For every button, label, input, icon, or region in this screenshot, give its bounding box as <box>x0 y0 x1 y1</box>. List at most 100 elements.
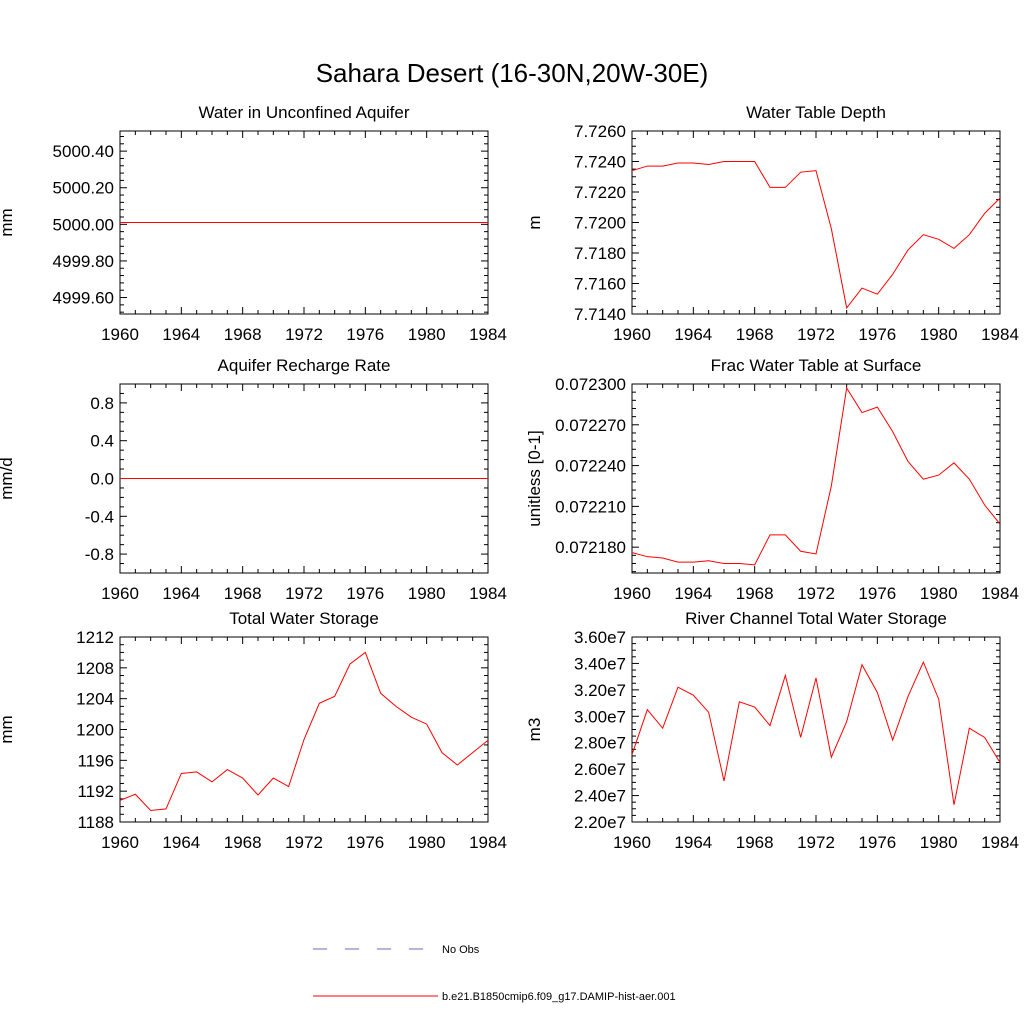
y-tick-label: 3.40e7 <box>574 654 626 673</box>
y-tick-label: 0.072270 <box>555 416 626 435</box>
x-tick-label: 1984 <box>981 584 1019 603</box>
x-tick-label: 1964 <box>162 584 200 603</box>
panel-6: River Channel Total Water Storage m3 1960 1… <box>525 609 1019 852</box>
x-tick-label: 1964 <box>674 325 712 344</box>
y-tick-label: 0.4 <box>90 432 114 451</box>
y-tick-label: 0.072240 <box>555 457 626 476</box>
y-tick-label: 1196 <box>77 751 114 770</box>
y-tick-label: 7.7140 <box>574 305 626 324</box>
y-tick-label: 7.7180 <box>574 244 626 263</box>
y-tick-label: 0.0 <box>90 470 114 489</box>
x-tick-label: 1980 <box>408 325 446 344</box>
x-tick-label: 1960 <box>101 584 139 603</box>
y-tick-label: 3.00e7 <box>574 707 626 726</box>
panel-1: Water in Unconfined Aquifer mm 1960 1964 196… <box>0 103 507 344</box>
panel-title: Aquifer Recharge Rate <box>218 356 391 375</box>
legend-model-label: b.e21.B1850cmip6.f09_g17.DAMIP-hist-aer.… <box>442 991 676 1003</box>
y-axis-label: m3 <box>525 718 544 742</box>
y-tick-label: 5000.20 <box>53 179 114 198</box>
y-tick-label: 2.40e7 <box>574 787 626 806</box>
y-axis-label: mm <box>0 715 16 743</box>
y-tick-label: 0.072180 <box>555 538 626 557</box>
figure-title: Sahara Desert (16-30N,20W-30E) <box>316 58 709 88</box>
panel-5: Total Water Storage mm 1960 1964 1968 1972 197… <box>0 609 507 852</box>
x-tick-label: 1972 <box>797 833 835 852</box>
x-tick-label: 1984 <box>469 584 507 603</box>
x-tick-label: 1960 <box>101 833 139 852</box>
x-tick-label: 1964 <box>162 833 200 852</box>
x-tick-label: 1984 <box>469 325 507 344</box>
y-tick-label: 7.7260 <box>574 122 626 141</box>
x-tick-label: 1972 <box>797 584 835 603</box>
x-tick-label: 1968 <box>736 325 774 344</box>
series-line <box>631 660 1001 805</box>
y-tick-label: 7.7220 <box>574 183 626 202</box>
x-tick-label: 1960 <box>101 325 139 344</box>
x-tick-label: 1976 <box>346 325 384 344</box>
y-tick-label: 1212 <box>76 628 114 647</box>
x-tick-label: 1980 <box>408 584 446 603</box>
y-tick-label: 0.8 <box>90 394 114 413</box>
y-tick-label: 1204 <box>76 690 114 709</box>
y-axis-label: mm/d <box>0 457 16 500</box>
y-tick-label: -0.4 <box>85 507 114 526</box>
x-tick-label: 1980 <box>920 833 958 852</box>
x-tick-label: 1972 <box>285 325 323 344</box>
y-tick-label: 3.60e7 <box>574 628 626 647</box>
panel-3: Aquifer Recharge Rate mm/d 1960 1964 1968 197… <box>0 356 507 603</box>
y-tick-label: 1200 <box>76 721 114 740</box>
x-tick-label: 1972 <box>797 325 835 344</box>
x-tick-label: 1968 <box>224 584 262 603</box>
y-tick-label: -0.8 <box>85 545 114 564</box>
plot-frame <box>631 130 1001 315</box>
x-tick-label: 1976 <box>858 833 896 852</box>
y-tick-label: 5000.00 <box>53 215 114 234</box>
x-tick-label: 1964 <box>162 325 200 344</box>
legend-obs-label: No Obs <box>442 944 480 956</box>
y-tick-label: 5000.40 <box>53 142 114 161</box>
panels: Water in Unconfined Aquifer mm 1960 1964 196… <box>0 103 1019 852</box>
y-tick-label: 0.072300 <box>555 375 626 394</box>
y-tick-label: 0.072210 <box>555 497 626 516</box>
y-axis-label: m <box>525 215 544 229</box>
x-tick-label: 1972 <box>285 833 323 852</box>
plot-frame <box>631 636 1001 823</box>
y-tick-label: 2.20e7 <box>574 813 626 832</box>
x-tick-label: 1972 <box>285 584 323 603</box>
plot-frame <box>631 383 1001 574</box>
panel-title: Water Table Depth <box>746 103 886 122</box>
y-tick-label: 1192 <box>77 782 114 801</box>
x-tick-label: 1980 <box>920 325 958 344</box>
y-tick-label: 2.80e7 <box>574 734 626 753</box>
panel-title: Frac Water Table at Surface <box>711 356 922 375</box>
x-tick-label: 1964 <box>674 833 712 852</box>
plot-frame <box>119 636 489 823</box>
x-tick-label: 1960 <box>613 584 651 603</box>
panel-title: River Channel Total Water Storage <box>685 609 947 628</box>
y-axis-label: unitless [0-1] <box>525 430 544 526</box>
y-tick-label: 7.7240 <box>574 153 626 172</box>
x-tick-label: 1984 <box>981 833 1019 852</box>
x-tick-label: 1968 <box>736 584 774 603</box>
x-tick-label: 1968 <box>224 325 262 344</box>
x-tick-label: 1976 <box>346 833 384 852</box>
y-tick-label: 4999.80 <box>53 252 114 271</box>
x-tick-label: 1980 <box>408 833 446 852</box>
y-tick-label: 2.60e7 <box>574 760 626 779</box>
panel-title: Total Water Storage <box>229 609 379 628</box>
panel-4: Frac Water Table at Surface unitless [0-1… <box>525 356 1019 603</box>
y-tick-label: 7.7200 <box>574 214 626 233</box>
y-tick-label: 7.7160 <box>574 275 626 294</box>
y-axis-label: mm <box>0 208 16 236</box>
panel-title: Water in Unconfined Aquifer <box>198 103 409 122</box>
x-tick-label: 1984 <box>981 325 1019 344</box>
series-line <box>631 386 1001 566</box>
series-line <box>631 161 1001 310</box>
y-tick-label: 4999.60 <box>53 289 114 308</box>
series-line <box>119 651 489 811</box>
y-tick-label: 1208 <box>76 659 114 678</box>
x-tick-label: 1980 <box>920 584 958 603</box>
x-tick-label: 1984 <box>469 833 507 852</box>
legend: No Obs b.e21.B1850cmip6.f09_g17.DAMIP-hi… <box>313 944 676 1003</box>
